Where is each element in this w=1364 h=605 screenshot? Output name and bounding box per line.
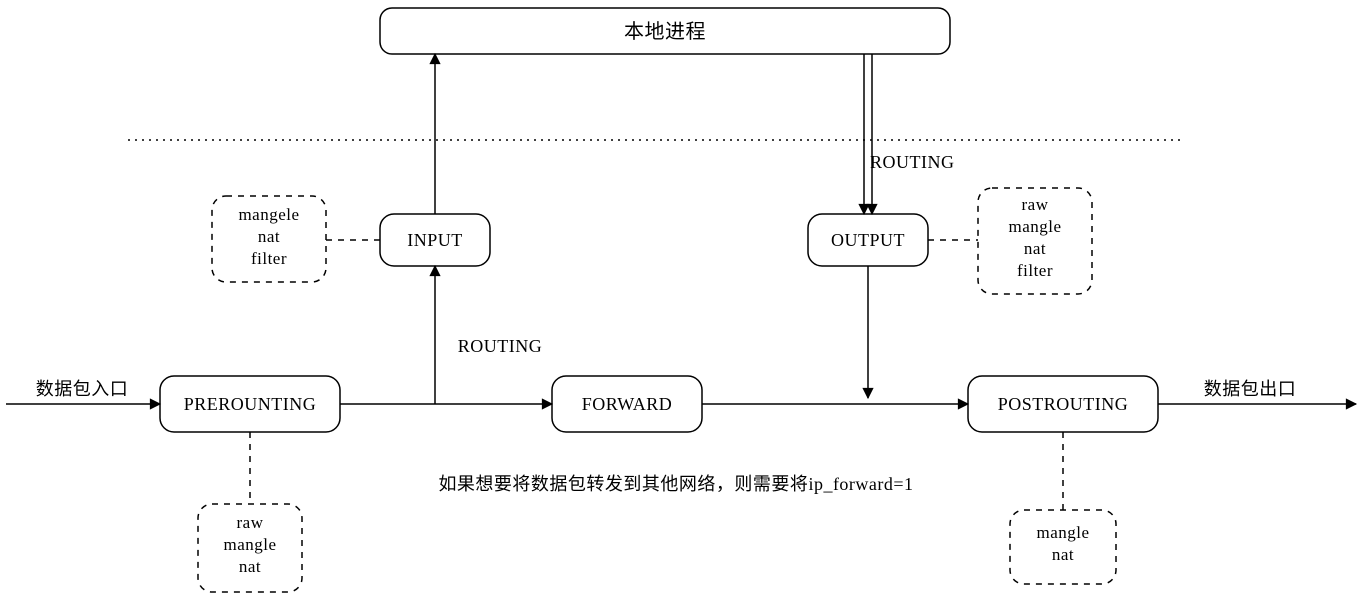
note-output-line4: filter: [1017, 261, 1053, 280]
note-prerouting-line3: nat: [239, 557, 261, 576]
note-prerouting-line1: raw: [237, 513, 264, 532]
routing-label-top: ROUTING: [870, 152, 955, 172]
note-output-line1: raw: [1022, 195, 1049, 214]
prerouting-label: PREROUNTING: [184, 394, 317, 414]
forward-label: FORWARD: [582, 394, 673, 414]
forward-note: 如果想要将数据包转发到其他网络，则需要将ip_forward=1: [438, 470, 913, 496]
note-output-line3: nat: [1024, 239, 1046, 258]
local-process-label: 本地进程: [624, 15, 706, 44]
packet-in-label: 数据包入口: [36, 375, 129, 401]
note-output-line2: mangle: [1008, 217, 1061, 236]
output-label: OUTPUT: [831, 230, 905, 250]
flowchart-canvas: 本地进程 INPUT OUTPUT PREROUNTING FORWARD PO…: [0, 0, 1364, 605]
postrouting-label: POSTROUTING: [998, 394, 1129, 414]
routing-label-bottom: ROUTING: [458, 336, 543, 356]
note-prerouting-line2: mangle: [223, 535, 276, 554]
forward-note-suffix: ip_forward=1: [808, 474, 913, 494]
note-input-line2: nat: [258, 227, 280, 246]
note-input-line3: filter: [251, 249, 287, 268]
forward-note-prefix: 如果想要将数据包转发到其他网络，则需要将: [438, 470, 808, 496]
packet-out-label: 数据包出口: [1204, 375, 1297, 401]
note-postrouting-line1: mangle: [1036, 523, 1089, 542]
input-label: INPUT: [407, 230, 463, 250]
note-input-line1: mangele: [238, 205, 299, 224]
note-postrouting-line2: nat: [1052, 545, 1074, 564]
